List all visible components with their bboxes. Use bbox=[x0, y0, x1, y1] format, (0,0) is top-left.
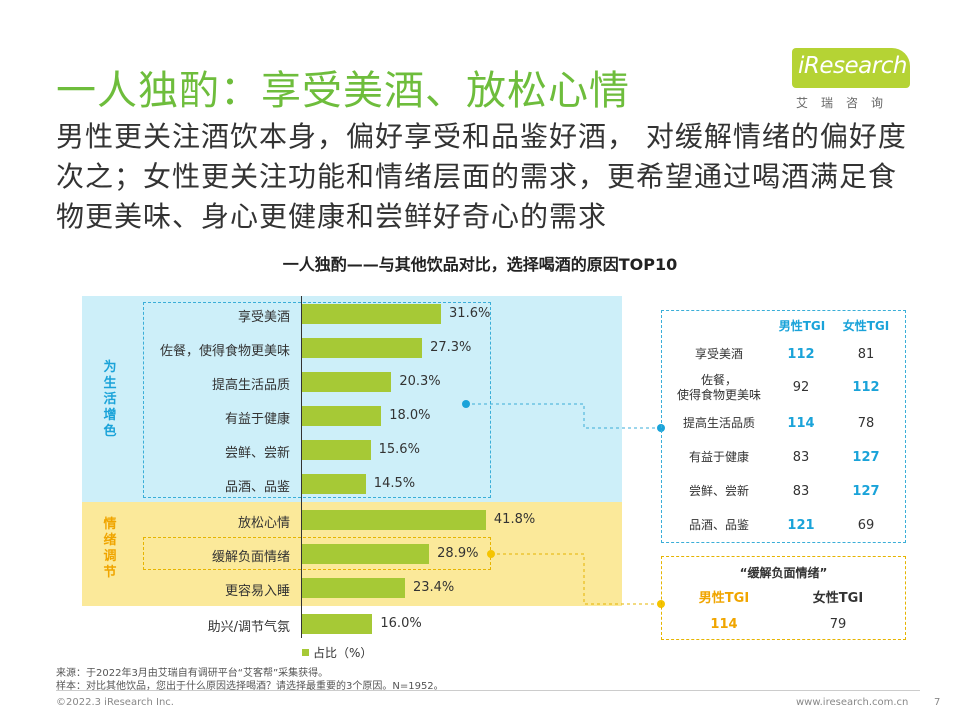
relief-header-female: 女性TGI bbox=[812, 591, 864, 606]
bar bbox=[302, 304, 442, 324]
tgi-row-label: 品酒、品鉴 bbox=[688, 518, 749, 532]
category-label: 佐餐，使得食物更美味 bbox=[159, 344, 290, 359]
group-panel-life bbox=[82, 296, 622, 502]
footer-copyright: ©2022.3 iResearch Inc. bbox=[56, 697, 174, 708]
footer-website: www.iresearch.com.cn bbox=[796, 697, 909, 708]
relief-value-male: 114 bbox=[710, 617, 738, 632]
category-label: 助兴/调节气氛 bbox=[207, 620, 290, 635]
tgi-female-value: 69 bbox=[857, 518, 875, 533]
value-label: 20.3% bbox=[399, 374, 441, 389]
tgi-male-value: 83 bbox=[792, 484, 810, 499]
tgi-row-label: 佐餐， 使得食物更美味 bbox=[664, 373, 774, 403]
value-label: 31.6% bbox=[449, 306, 491, 321]
tgi-row-label-line: 使得食物更美味 bbox=[676, 388, 761, 402]
value-label: 27.3% bbox=[430, 340, 472, 355]
sample-note: 样本：对比其他饮品，您出于什么原因选择喝酒？请选择最重要的3个原因。N=1952… bbox=[56, 681, 444, 692]
bar bbox=[302, 474, 366, 494]
value-label: 14.5% bbox=[373, 476, 416, 491]
value-label: 15.6% bbox=[378, 442, 420, 457]
tgi-female-value: 127 bbox=[852, 484, 880, 499]
page-subtitle: 男性更关注酒饮本身，偏好享受和品鉴好酒， 对缓解情绪的偏好度次之；女性更关注功能… bbox=[56, 120, 907, 233]
group-label-life: 为生活增色 bbox=[103, 360, 117, 439]
logo-name: iResearch bbox=[798, 53, 907, 79]
tgi-male-value: 92 bbox=[792, 380, 810, 395]
tgi-header-female: 女性TGI bbox=[842, 319, 890, 333]
chart-legend: 占比（%） bbox=[302, 644, 372, 661]
tgi-male-value: 114 bbox=[787, 416, 815, 431]
bar bbox=[302, 510, 486, 530]
tgi-male-value: 83 bbox=[792, 450, 810, 465]
tgi-row-label: 尝鲜、尝新 bbox=[688, 484, 749, 498]
value-label: 16.0% bbox=[380, 616, 422, 631]
highlight-box-life bbox=[143, 302, 491, 498]
group-label-emotion: 情绪调节 bbox=[103, 517, 117, 580]
category-label: 享受美酒 bbox=[237, 310, 290, 325]
tgi-row-label-line: 佐餐， bbox=[700, 373, 737, 387]
source-note: 来源：于2022年3月由艾瑞自有调研平台“艾客帮”采集获得。 bbox=[56, 668, 329, 679]
value-label: 23.4% bbox=[412, 580, 455, 595]
footer-divider bbox=[56, 690, 920, 691]
category-label: 有益于健康 bbox=[224, 412, 290, 427]
tgi-female-value: 127 bbox=[852, 450, 880, 465]
bar bbox=[302, 440, 371, 460]
bar bbox=[302, 544, 430, 564]
bar bbox=[302, 338, 423, 358]
category-label: 尝鲜、尝新 bbox=[224, 446, 290, 461]
category-label: 提高生活品质 bbox=[211, 378, 290, 393]
tgi-male-value: 112 bbox=[787, 347, 815, 362]
page-number: 7 bbox=[934, 697, 941, 708]
category-label: 品酒、品鉴 bbox=[224, 480, 290, 495]
value-label: 28.9% bbox=[437, 546, 479, 561]
value-label: 41.8% bbox=[493, 512, 536, 527]
tgi-female-value: 78 bbox=[857, 416, 875, 431]
bar bbox=[302, 372, 392, 392]
chart-axis bbox=[301, 296, 302, 638]
tgi-female-value: 112 bbox=[852, 380, 880, 395]
tgi-male-value: 121 bbox=[787, 518, 815, 533]
category-label: 缓解负面情绪 bbox=[211, 550, 290, 565]
tgi-female-value: 81 bbox=[857, 347, 875, 362]
iresearch-logo: iResearch 艾瑞咨询 bbox=[792, 48, 918, 112]
bar bbox=[302, 614, 373, 634]
legend-swatch bbox=[302, 649, 309, 656]
legend-label: 占比（%） bbox=[313, 646, 373, 660]
category-label: 更容易入睡 bbox=[224, 584, 290, 599]
category-label: 放松心情 bbox=[237, 516, 290, 531]
connector-dot bbox=[487, 550, 495, 558]
logo-badge bbox=[792, 48, 910, 88]
relief-table bbox=[661, 556, 906, 640]
relief-header-male: 男性TGI bbox=[698, 591, 750, 606]
relief-title: “缓解负面情绪” bbox=[739, 566, 828, 580]
logo-subtitle: 艾瑞咨询 bbox=[796, 96, 897, 110]
tgi-header-male: 男性TGI bbox=[778, 319, 826, 333]
bar bbox=[302, 578, 405, 598]
page-title: 一人独酌：享受美酒、放松心情 bbox=[56, 68, 630, 114]
relief-value-female: 79 bbox=[829, 617, 847, 632]
tgi-row-label: 提高生活品质 bbox=[682, 416, 755, 430]
tgi-row-label: 享受美酒 bbox=[694, 347, 743, 361]
tgi-table bbox=[661, 310, 906, 543]
chart-title: 一人独酌——与其他饮品对比，选择喝酒的原因TOP10 bbox=[282, 255, 678, 274]
value-label: 18.0% bbox=[389, 408, 431, 423]
bar bbox=[302, 406, 382, 426]
tgi-row-label: 有益于健康 bbox=[688, 450, 749, 464]
connector-dot bbox=[462, 400, 470, 408]
